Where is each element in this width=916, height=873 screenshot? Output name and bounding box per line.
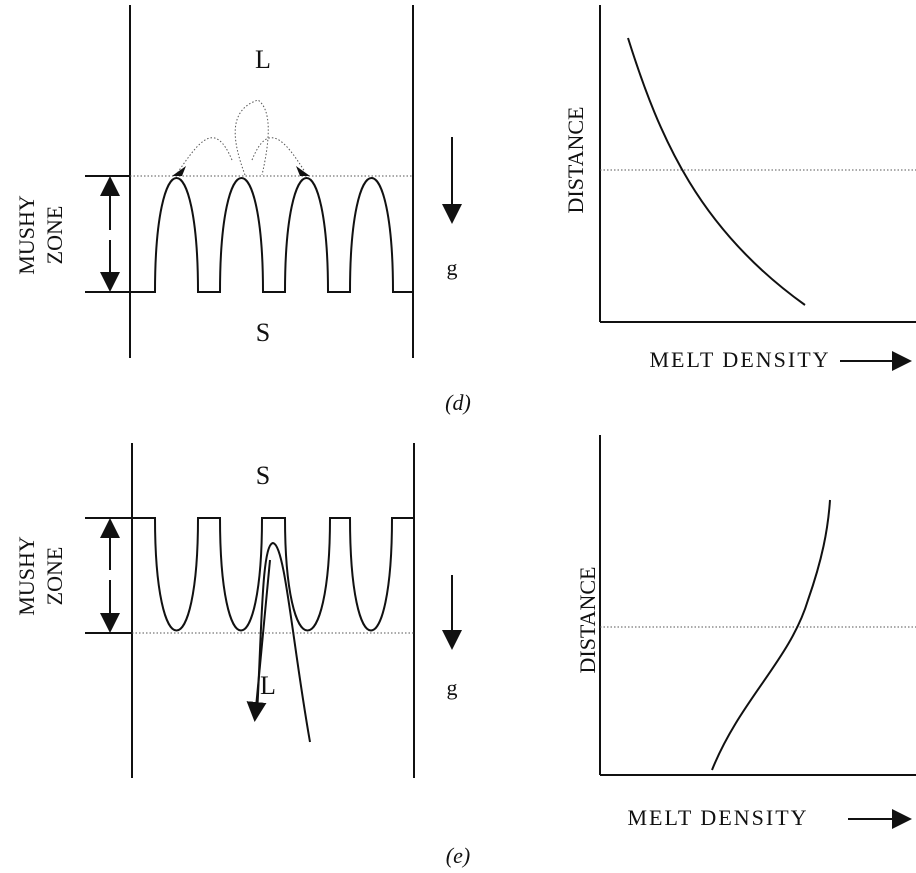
flow-head [296,166,310,176]
flow-head [172,166,186,176]
panel-label: (e) [446,843,470,868]
plume [256,541,311,743]
density-curve [711,499,831,771]
phase-label: S [256,461,270,490]
y-axis-label: DISTANCE [563,106,588,213]
panel-d: L S g MUSHY ZONE DISTANCE MELT DENSITY (… [14,5,916,415]
dendrites [132,517,414,632]
phase-label: L [260,671,276,700]
panel-label: (d) [445,390,471,415]
zone-label: MUSHY [14,536,39,616]
phase-label: L [255,45,271,74]
flow-loop [234,99,269,176]
y-axis-label: DISTANCE [575,566,600,673]
plume-arrow [246,559,271,722]
gravity-label: g [447,675,458,700]
flow-arrow [251,137,306,173]
dendrites [130,177,413,293]
density-curve [627,37,806,306]
gravity-label: g [447,255,458,280]
panel-e: S L g MUSHY ZONE DISTANCE MELT DENSITY (… [14,435,916,868]
x-axis-label: MELT DENSITY [627,805,808,830]
x-axis-label: MELT DENSITY [649,347,830,372]
zone-label: MUSHY [14,195,39,275]
phase-label: S [256,318,270,347]
flow-arrow [177,137,233,173]
zone-label: ZONE [42,206,67,265]
zone-label: ZONE [42,547,67,606]
